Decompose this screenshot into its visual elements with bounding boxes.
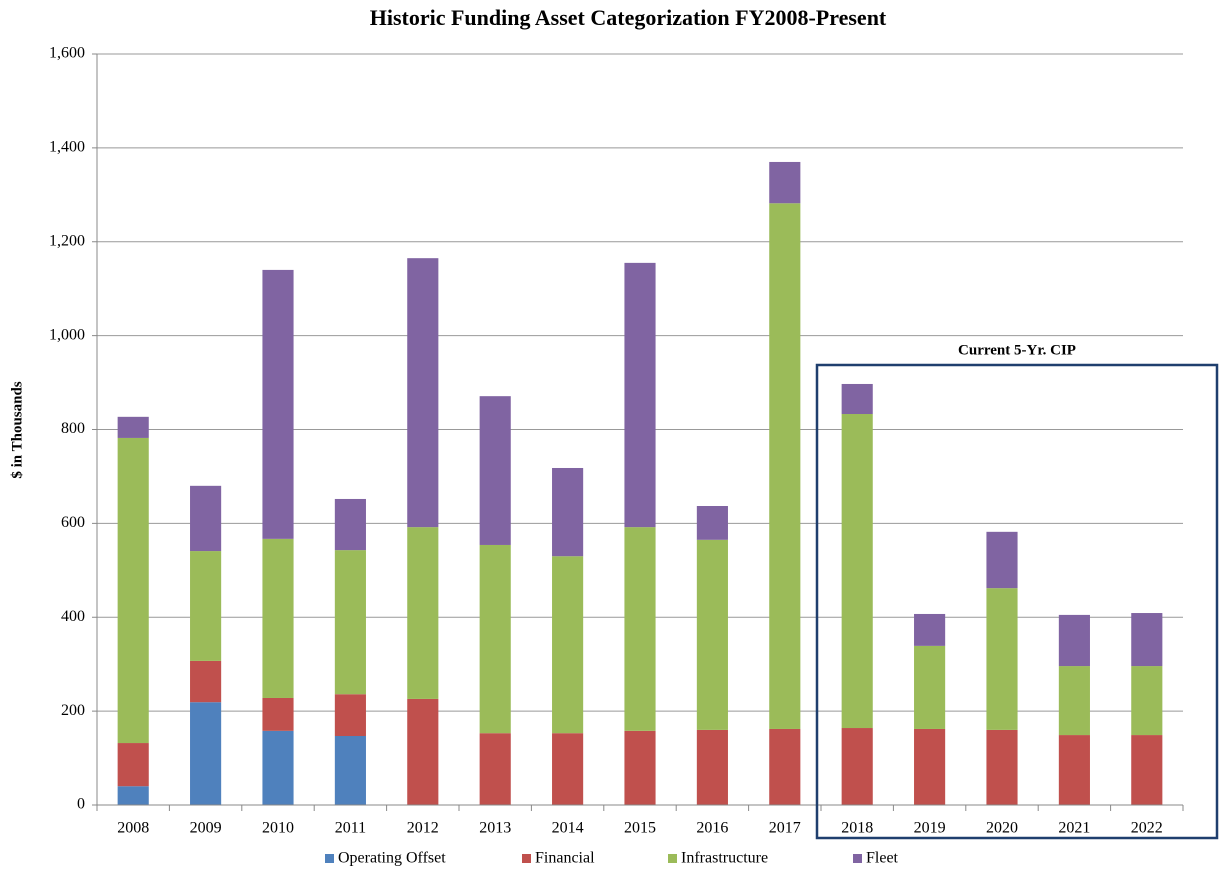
bar-segment (552, 733, 584, 805)
x-tick-label: 2012 (407, 820, 439, 837)
bar-segment (769, 728, 801, 805)
x-tick-label: 2014 (552, 820, 584, 837)
y-tick-label: 200 (61, 702, 85, 719)
x-tick-label: 2016 (696, 820, 728, 837)
bar-segment (190, 702, 222, 805)
chart-title: Historic Funding Asset Categorization FY… (370, 5, 887, 30)
bar-segment (841, 414, 873, 729)
y-axis-label: $ in Thousands (9, 381, 25, 478)
cip-box (815, 363, 1219, 840)
x-tick-label: 2020 (986, 820, 1018, 837)
x-tick-label: 2008 (117, 820, 149, 837)
bar-segment (407, 527, 439, 699)
bar-segment (986, 729, 1018, 805)
bar-segment (696, 506, 728, 540)
x-tick-label: 2015 (624, 820, 656, 837)
bar-segment (1058, 614, 1090, 667)
bar-segment (986, 531, 1018, 589)
bar-segment (190, 660, 222, 703)
legend-label: Infrastructure (681, 850, 768, 867)
bar-segment (624, 730, 656, 805)
bar-segment (914, 728, 946, 805)
bar-segment (1058, 735, 1090, 805)
bar-segment (117, 786, 149, 805)
y-tick-label: 800 (61, 420, 85, 437)
legend-label: Financial (535, 850, 595, 867)
bar-segment (552, 467, 584, 557)
bar-segment (624, 527, 656, 731)
bar-segment (262, 730, 294, 805)
bar-segment (986, 588, 1018, 730)
bar-segment (914, 613, 946, 646)
bar-segment (479, 544, 511, 734)
y-tick-label: 1,200 (49, 232, 85, 249)
bar-segment (190, 485, 222, 552)
x-tick-label: 2022 (1131, 820, 1163, 837)
legend-label: Operating Offset (338, 850, 446, 867)
bar-segment (334, 694, 366, 737)
bar-segment (841, 728, 873, 805)
bar-segment (1058, 666, 1090, 736)
y-tick-label: 400 (61, 608, 85, 625)
bar-segment (334, 736, 366, 805)
bar-segment (407, 258, 439, 528)
bar-segment (334, 498, 366, 551)
bar-segment (117, 437, 149, 744)
bar-segment (769, 161, 801, 204)
x-tick-label: 2017 (769, 820, 801, 837)
y-tick-label: 1,600 (49, 45, 85, 62)
legend-swatch (325, 854, 334, 863)
x-tick-label: 2021 (1058, 820, 1090, 837)
bar-segment (117, 416, 149, 438)
bar-segment (624, 262, 656, 528)
bar-segment (262, 269, 294, 539)
bar-segment (117, 743, 149, 787)
bar-segment (1131, 666, 1163, 736)
bar-segment (479, 733, 511, 805)
annotation: Current 5-Yr. CIP (958, 342, 1076, 358)
bar-segment (769, 203, 801, 729)
bar-segment (407, 698, 439, 805)
legend-label: Fleet (866, 850, 899, 867)
bar-segment (841, 383, 873, 415)
legend-swatch (522, 854, 531, 863)
bar-segment (479, 396, 511, 545)
bar-segment (914, 645, 946, 729)
y-tick-label: 1,400 (49, 139, 85, 156)
x-tick-label: 2009 (190, 820, 222, 837)
legend-swatch (853, 854, 862, 863)
bar-segment (1131, 735, 1163, 805)
bar-segment (552, 556, 584, 734)
bar-segment (262, 697, 294, 731)
bar-segment (262, 538, 294, 698)
x-tick-label: 2013 (479, 820, 511, 837)
bar-segment (696, 539, 728, 730)
x-tick-label: 2011 (335, 820, 366, 837)
x-tick-label: 2019 (914, 820, 946, 837)
bar-segment (1131, 613, 1163, 667)
y-tick-label: 600 (61, 514, 85, 531)
y-tick-label: 1,000 (49, 326, 85, 343)
x-tick-label: 2018 (841, 820, 873, 837)
legend-swatch (668, 854, 677, 863)
bar-segment (190, 551, 222, 661)
x-tick-label: 2010 (262, 820, 294, 837)
y-tick-label: 0 (77, 796, 85, 813)
bar-segment (334, 550, 366, 695)
bar-segment (696, 729, 728, 805)
